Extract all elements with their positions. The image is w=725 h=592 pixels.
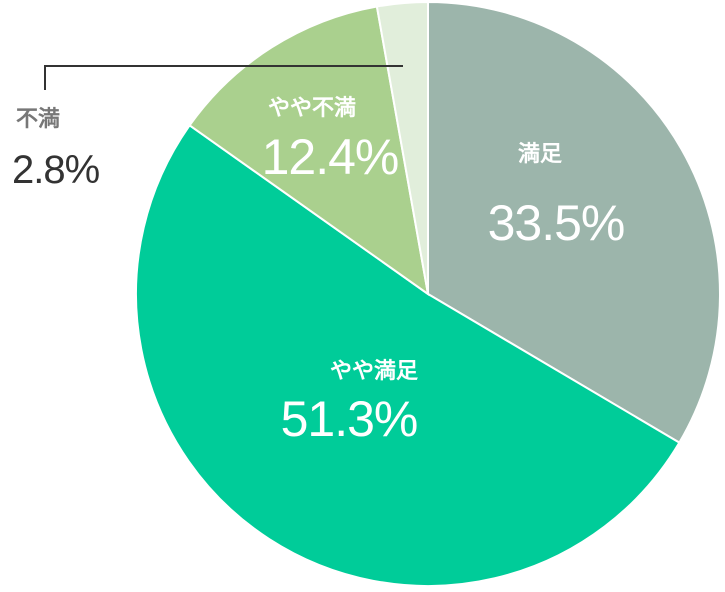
slice-name-manzoku: 満足 bbox=[518, 141, 562, 167]
pie-slices bbox=[135, 0, 721, 587]
slice-value-fuman: 2.8% bbox=[12, 148, 100, 192]
slice-value-manzoku: 33.5% bbox=[488, 195, 625, 251]
slice-value-yaya-manzoku: 51.3% bbox=[281, 391, 418, 447]
slice-value-yaya-fuman: 12.4% bbox=[262, 129, 399, 185]
pie-slice-fuman bbox=[375, 0, 429, 295]
slice-name-yaya-fuman: やや不満 bbox=[268, 95, 356, 121]
pie-slice-yaya-manzoku bbox=[135, 123, 681, 587]
slice-name-yaya-manzoku: やや満足 bbox=[330, 358, 418, 384]
pie-slice-manzoku bbox=[427, 0, 721, 445]
pie-slice-yaya-fuman bbox=[188, 5, 430, 297]
slice-name-fuman: 不満 bbox=[16, 106, 60, 132]
callout-line-fuman bbox=[44, 65, 403, 90]
